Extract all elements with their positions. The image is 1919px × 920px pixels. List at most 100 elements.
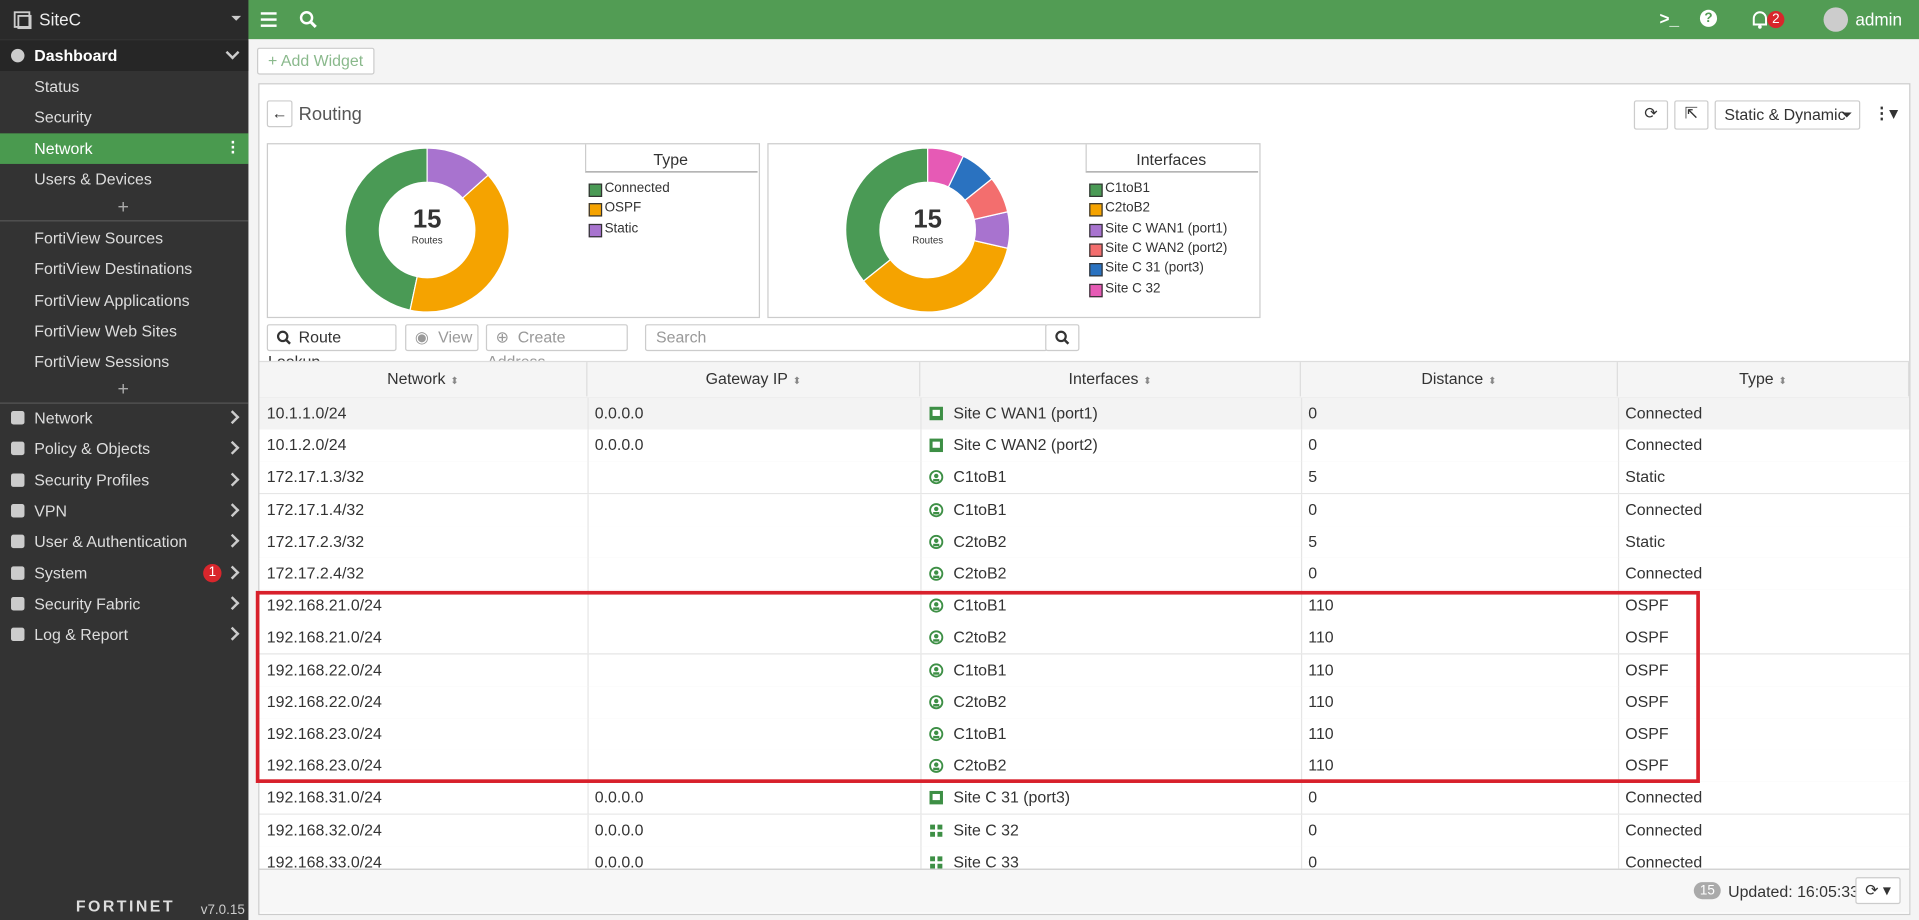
cell: C1toB1: [953, 724, 1007, 743]
popout-button[interactable]: ⇱: [1674, 100, 1709, 130]
table-row[interactable]: 192.168.33.0/24 0.0.0.0 Site C 33 0 Connecte…: [259, 846, 1910, 869]
cell: Connected: [1625, 820, 1703, 839]
cell-border: [1300, 429, 1303, 462]
menu-item[interactable]: Log & Report: [0, 619, 248, 650]
cell-border: [920, 750, 922, 782]
interface-icon: [929, 598, 944, 613]
widget-menu[interactable]: ⋮▾: [1873, 103, 1898, 123]
interface-icon: [930, 856, 943, 869]
menu-icon: [11, 472, 25, 487]
filter-dropdown[interactable]: Static & Dynamic: [1714, 100, 1861, 130]
interface-icon: [929, 534, 944, 549]
table-row[interactable]: 172.17.1.4/32 C1toB1 0 Connected: [259, 493, 1910, 527]
cell-border: [1617, 557, 1620, 590]
menu-item[interactable]: User & Authentication: [0, 526, 248, 557]
table-row[interactable]: 10.1.1.0/24 0.0.0.0 Site C WAN1 (port1) 0 Co…: [259, 397, 1910, 431]
cell-border: [1617, 621, 1620, 654]
fortiview-item[interactable]: FortiView Sessions: [34, 352, 170, 371]
label: Log & Report: [34, 625, 129, 644]
cell-border: [587, 718, 589, 750]
menu-item[interactable]: VPN: [0, 495, 248, 526]
table-row[interactable]: 10.1.2.0/24 0.0.0.0 Site C WAN2 (port2) 0 Co…: [259, 429, 1910, 463]
cell: C2toB2: [953, 531, 1007, 551]
table-row[interactable]: 172.17.2.4/32 C2toB2 0 Connected: [259, 557, 1910, 591]
fortiview-item[interactable]: FortiView Sources: [34, 228, 164, 248]
fortiview-item[interactable]: FortiView Web Sites: [34, 321, 177, 340]
legend: [1085, 144, 1259, 173]
search-icon[interactable]: [299, 10, 319, 30]
dashboard-item[interactable]: Users & Devices: [34, 169, 152, 189]
column-header[interactable]: Type ⬍: [1618, 362, 1910, 397]
table-row[interactable]: 192.168.21.0/24 C2toB2 110 OSPF: [259, 621, 1910, 655]
refresh-menu[interactable]: ⟳ ▾: [1855, 877, 1901, 905]
route-lookup-button[interactable]: Route Lookup: [266, 324, 397, 371]
cell: 192.168.32.0/24: [266, 820, 382, 839]
dashboard-item[interactable]: Status: [34, 77, 80, 96]
cell-border: [1300, 750, 1303, 782]
table-row[interactable]: 192.168.31.0/24 0.0.0.0 Site C 31 (port3) 0…: [259, 782, 1910, 816]
cell-border: [1300, 718, 1303, 750]
cell: C2toB2: [953, 756, 1007, 775]
icon-shape: [932, 441, 940, 448]
icon-shape: [930, 856, 943, 869]
cell: Static: [1625, 531, 1666, 551]
cell: C2toB2: [953, 628, 1007, 647]
menu-item[interactable]: Policy & Objects: [0, 433, 248, 464]
table-body: 10.1.1.0/24 0.0.0.0 Site C WAN1 (port1) 0 Co…: [0, 397, 1919, 869]
column-header[interactable]: Distance ⬍: [1301, 362, 1618, 397]
cell: 192.168.21.0/24: [266, 596, 382, 615]
cli-icon[interactable]: >_: [1659, 8, 1680, 29]
cell: Connected: [1625, 563, 1703, 583]
refresh-button[interactable]: ⟳: [1633, 100, 1669, 130]
cell-border: [587, 750, 589, 782]
user-name[interactable]: admin: [1855, 9, 1903, 30]
help-icon[interactable]: ?: [1699, 9, 1718, 27]
interface-icon: [929, 727, 944, 742]
donut-label: Routes: [412, 235, 443, 246]
dashboard-menu[interactable]: Dashboard: [0, 40, 249, 71]
table-row[interactable]: 192.168.32.0/24 0.0.0.0 Site C 32 0 Connecte…: [259, 814, 1910, 848]
bell-icon[interactable]: [1751, 10, 1768, 30]
dashboard-item[interactable]: Network: [34, 138, 93, 158]
table-row[interactable]: 192.168.23.0/24 C2toB2 110 OSPF: [259, 750, 1910, 784]
fortiview-item[interactable]: FortiView Destinations: [34, 259, 193, 279]
cell: 110: [1308, 756, 1334, 775]
menu-item[interactable]: System 1: [0, 557, 248, 588]
cell-border: [920, 589, 922, 622]
menu-item[interactable]: Security Profiles: [0, 464, 248, 495]
table-row[interactable]: 172.17.1.3/32 C1toB1 5 Static: [259, 461, 1910, 495]
back-button[interactable]: ←: [266, 100, 293, 128]
cell: 0.0.0.0: [594, 852, 644, 869]
table-row[interactable]: 172.17.2.3/32 C2toB2 5 Static: [259, 525, 1910, 559]
cell-border: [1617, 654, 1620, 686]
view-button[interactable]: View ◉: [405, 324, 479, 352]
cell: Site C 31 (port3): [953, 788, 1071, 807]
create-address-button[interactable]: Create Address⊕: [485, 324, 628, 371]
add-fortiview[interactable]: +: [117, 379, 129, 401]
column-header[interactable]: Gateway IP ⬍: [587, 362, 921, 397]
cell-border: [587, 589, 589, 622]
legend-label: OSPF: [604, 201, 642, 216]
dashboard-item[interactable]: Security: [34, 108, 92, 127]
search-input[interactable]: Search: [644, 324, 1048, 352]
cell: 192.168.22.0/24: [266, 660, 382, 679]
interface-cell: C2toB2: [920, 686, 1301, 718]
cell-border: [920, 461, 922, 494]
icon-shape: [930, 824, 943, 837]
cell: 192.168.23.0/24: [266, 724, 382, 743]
menu-item[interactable]: Security Fabric: [0, 588, 248, 619]
icon-shape: [933, 511, 940, 514]
site-header[interactable]: SiteC: [0, 0, 249, 40]
table-row[interactable]: 192.168.23.0/24 C1toB1 110 OSPF: [259, 718, 1910, 752]
add-dashboard[interactable]: +: [117, 196, 129, 218]
column-header[interactable]: Network ⬍: [259, 362, 588, 397]
add-widget-button[interactable]: + Add Widget: [257, 47, 375, 75]
cell-border: [1300, 525, 1303, 558]
legend: [585, 144, 758, 173]
search-button[interactable]: [1045, 324, 1080, 352]
fortiview-item[interactable]: FortiView Applications: [34, 290, 190, 310]
menu-toggle[interactable]: [260, 11, 278, 28]
cell-border: [920, 525, 922, 558]
menu-item[interactable]: Network: [0, 402, 248, 433]
column-header[interactable]: Interfaces ⬍: [920, 362, 1301, 397]
